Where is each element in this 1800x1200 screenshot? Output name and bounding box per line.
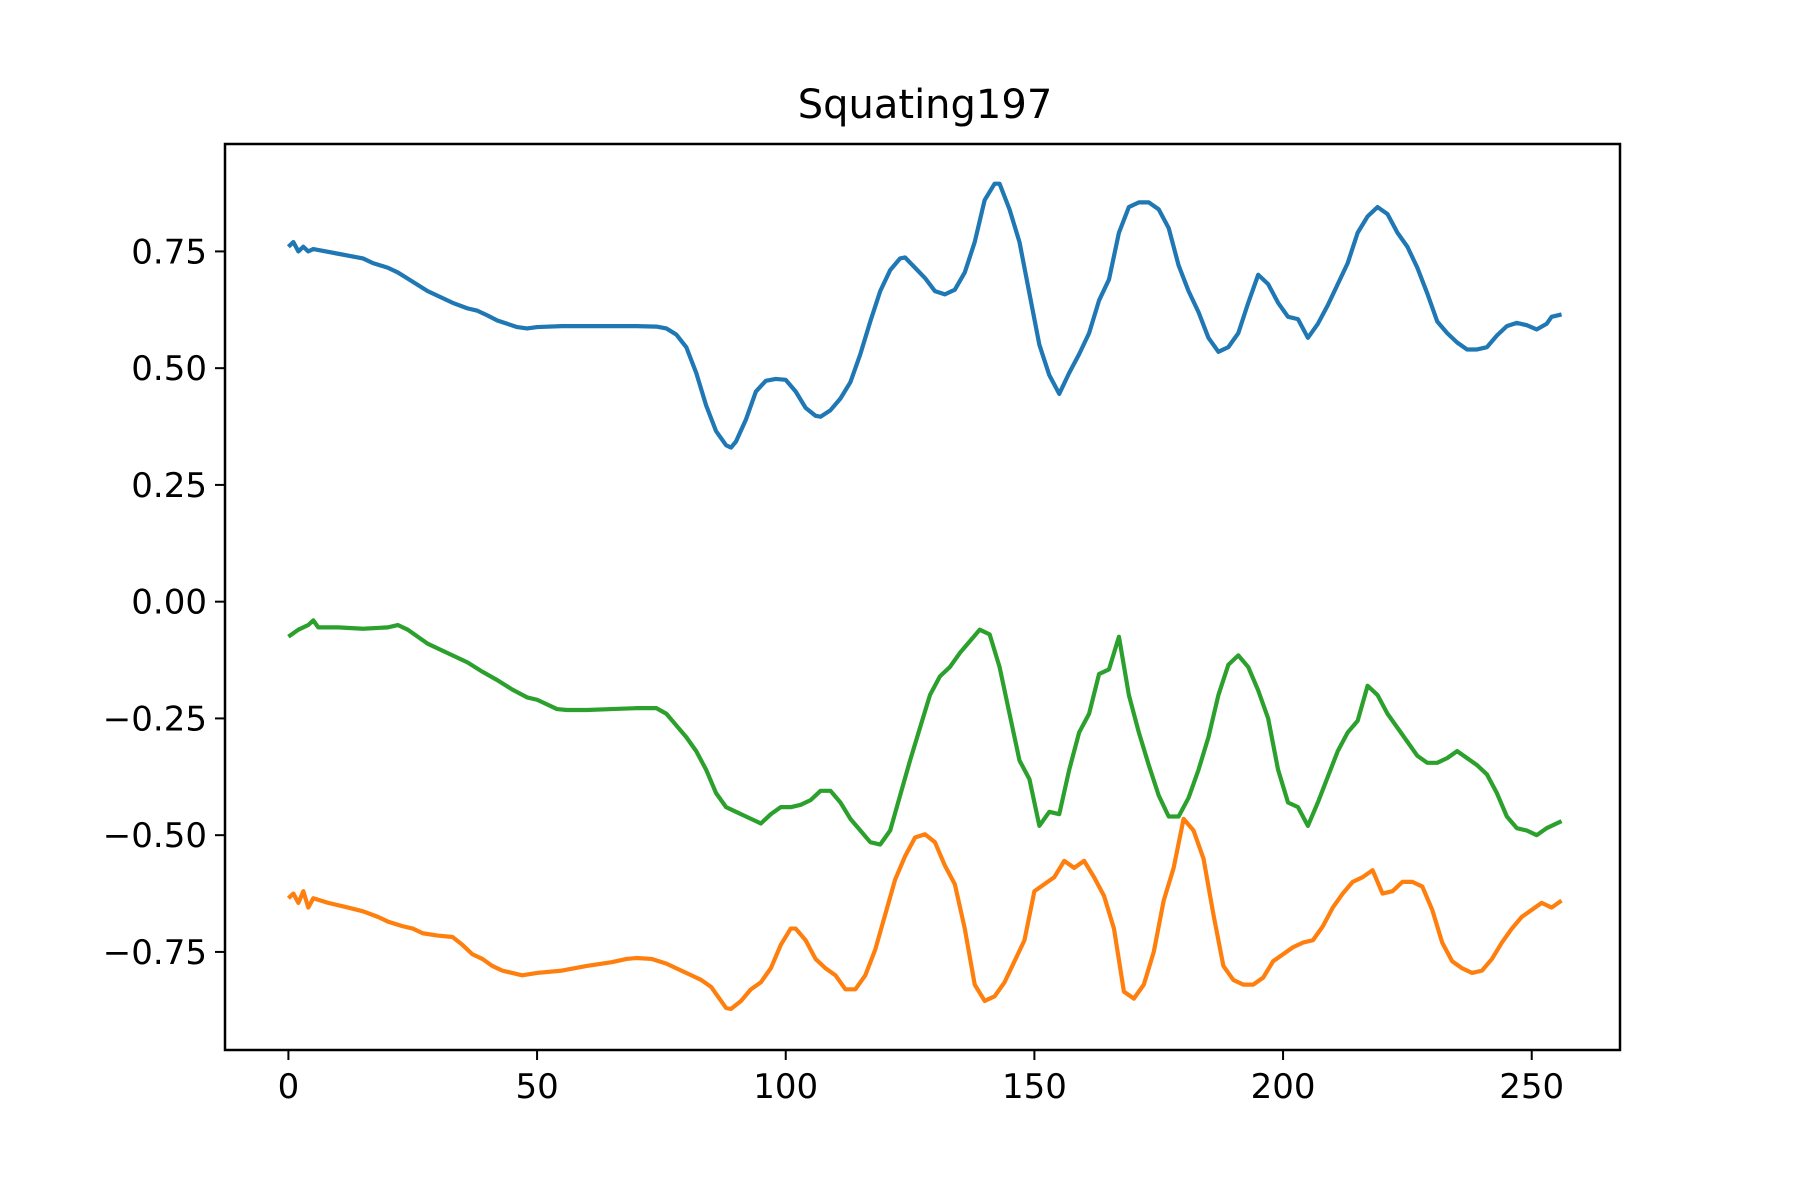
series-line-3 [287,618,1563,847]
series-line-2 [286,816,1563,1011]
y-axis: 0.75 0.50 0.25 0.00 −0.25 −0.50 −0.75 [103,232,225,973]
chart-title: Squating197 [798,82,1053,128]
x-tick-label: 150 [1002,1067,1067,1107]
series-layer [286,181,1563,1011]
x-tick-label: 0 [278,1067,300,1107]
y-tick-label: 0.00 [131,583,207,623]
plot-frame [223,142,1622,1052]
y-tick-label: −0.50 [103,816,207,856]
y-tick-label: −0.75 [103,933,207,973]
y-tick-label: 0.25 [131,466,207,506]
x-tick-label: 50 [515,1067,558,1107]
y-tick-label: −0.25 [103,699,207,739]
series-line-1 [286,181,1563,450]
y-tick-label: 0.50 [131,349,207,389]
y-tick-label: 0.75 [131,232,207,272]
x-tick-label: 100 [753,1067,818,1107]
x-tick-label: 250 [1499,1067,1564,1107]
x-axis: 0 50 100 150 200 250 [278,1050,1564,1107]
x-tick-label: 200 [1251,1067,1316,1107]
